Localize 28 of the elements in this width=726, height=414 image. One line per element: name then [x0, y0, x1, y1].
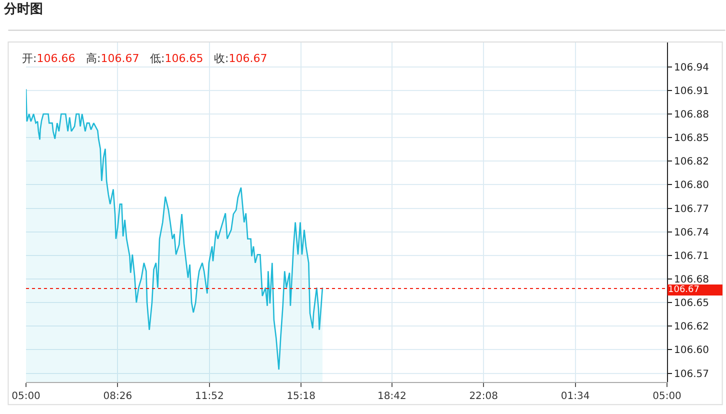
x-tick-label: 05:00	[652, 391, 682, 402]
annotation: 高:106.67	[86, 52, 140, 65]
chart-title: 分时图	[3, 2, 43, 18]
y-tick-label: 106.94	[674, 62, 709, 74]
annotation: 收:106.67	[214, 52, 268, 65]
ref-line-label: 106.67	[668, 285, 700, 295]
y-tick-label: 106.77	[674, 204, 709, 215]
y-tick-label: 106.88	[674, 109, 709, 120]
x-tick-label: 11:52	[194, 391, 224, 402]
y-tick-label: 106.60	[674, 345, 709, 356]
y-tick-label: 106.91	[674, 86, 709, 97]
x-tick-label: 15:18	[286, 391, 316, 402]
x-tick-label: 05:00	[12, 391, 40, 402]
annotation: 低:106.65	[150, 52, 204, 65]
y-tick-label: 106.82	[674, 156, 709, 168]
y-tick-label: 106.57	[674, 368, 709, 380]
y-tick-label: 106.71	[674, 250, 709, 262]
y-tick-label: 106.85	[674, 133, 709, 144]
y-tick-label: 106.65	[674, 298, 709, 310]
y-tick-label: 106.74	[674, 227, 709, 238]
x-tick-label: 22:08	[469, 391, 498, 402]
y-tick-label: 106.68	[674, 274, 709, 286]
x-tick-label: 08:26	[103, 391, 132, 402]
x-tick-label: 18:42	[377, 391, 406, 402]
y-tick-label: 106.62	[674, 322, 709, 333]
annotation: 开:106.66	[22, 52, 76, 65]
y-tick-label: 106.80	[674, 180, 709, 192]
x-tick-label: 01:34	[560, 391, 590, 402]
